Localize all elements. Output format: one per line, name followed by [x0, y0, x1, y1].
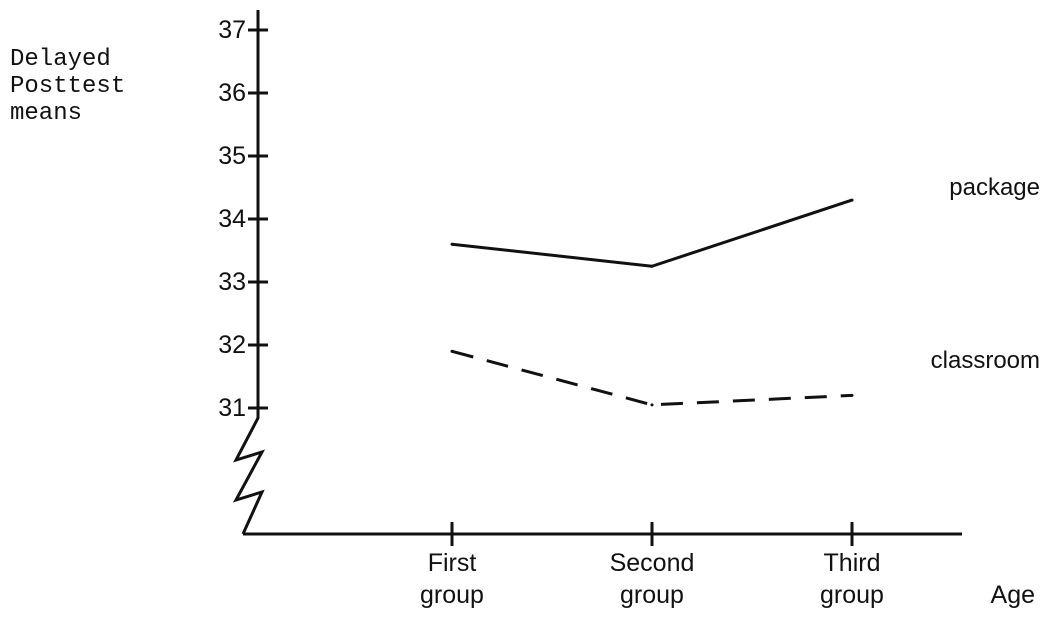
y-tick-label-31: 31 [218, 394, 246, 422]
x-ticks: First group Second group Third group [420, 522, 884, 609]
x-tick-label-3-line2: group [820, 581, 884, 609]
series-label-package: package [949, 174, 1040, 201]
series-point-package-3 [850, 198, 854, 202]
series-point-classroom-2 [650, 403, 654, 407]
series-point-package-1 [450, 242, 454, 246]
x-tick-label-3-line1: Third [824, 549, 881, 577]
x-tick-label-2-line2: group [620, 581, 684, 609]
x-tick-label-1-line1: First [428, 549, 477, 577]
y-tick-label-32: 32 [218, 331, 246, 359]
x-axis-label: Age [991, 581, 1035, 609]
series-point-classroom-1 [450, 349, 454, 353]
x-tick-label-2-line1: Second [610, 549, 695, 577]
axis-break-zigzag [232, 408, 266, 535]
y-tick-label-33: 33 [218, 268, 246, 296]
y-ticks: 31 32 33 34 35 36 37 [218, 16, 268, 422]
series-point-package-2 [650, 264, 654, 268]
y-axis-label: Delayed Posttest means [10, 46, 126, 127]
series-point-classroom-3 [850, 393, 854, 397]
y-tick-label-34: 34 [218, 205, 246, 233]
series-line-classroom [451, 349, 853, 407]
x-tick-label-1-line2: group [420, 581, 484, 609]
series-layer: package classroom [450, 174, 1040, 407]
y-tick-label-35: 35 [218, 142, 246, 170]
series-label-classroom: classroom [931, 347, 1040, 374]
series-line-package [451, 198, 853, 268]
y-tick-label-36: 36 [218, 79, 246, 107]
y-tick-label-37: 37 [218, 16, 246, 44]
